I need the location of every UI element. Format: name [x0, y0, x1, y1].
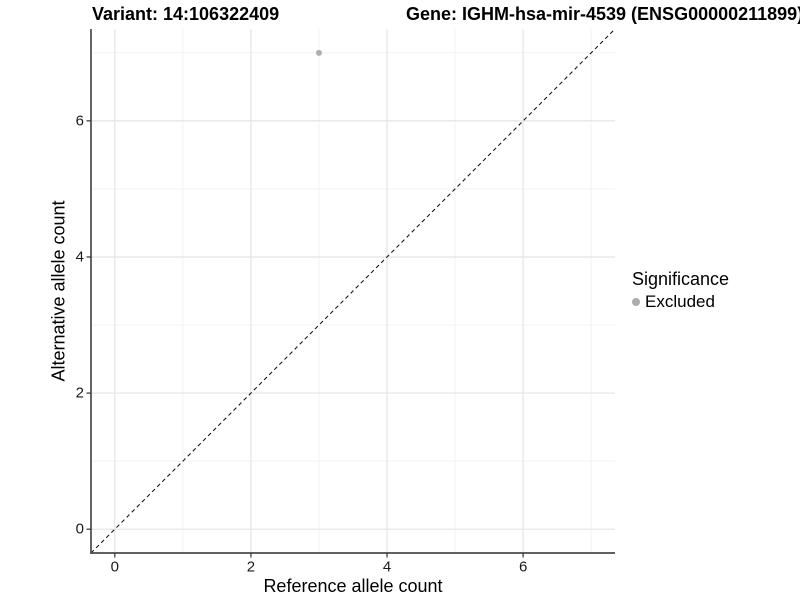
variant-title: Variant: 14:106322409	[92, 4, 280, 24]
legend-item-label: Excluded	[645, 292, 715, 311]
legend-item-excluded: Excluded	[632, 292, 729, 311]
x-tick-label: 0	[111, 558, 119, 575]
y-tick-label: 4	[76, 248, 84, 265]
x-tick-label: 4	[383, 558, 391, 575]
data-point	[315, 49, 322, 56]
y-axis-title: Alternative allele count	[48, 200, 69, 382]
x-tick-label: 6	[519, 558, 527, 575]
x-axis-title: Reference allele count	[263, 576, 443, 596]
gene-title: Gene: IGHM-hsa-mir-4539 (ENSG00000211899…	[406, 4, 800, 24]
legend: Significance Excluded	[632, 269, 729, 311]
y-tick-label: 6	[76, 112, 84, 129]
y-tick-label: 2	[76, 385, 84, 402]
legend-title: Significance	[632, 269, 730, 289]
x-tick-label: 2	[247, 558, 255, 575]
identity-reference-line	[90, 28, 616, 554]
excluded-point-icon	[632, 297, 640, 306]
y-tick-label: 0	[76, 521, 84, 538]
